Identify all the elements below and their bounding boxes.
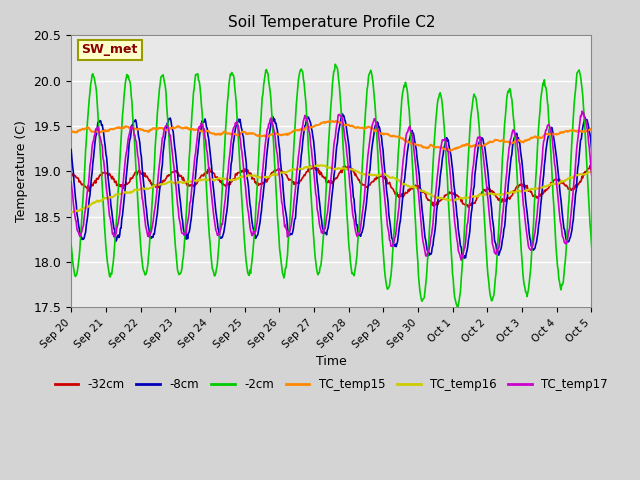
Y-axis label: Temperature (C): Temperature (C): [15, 120, 28, 222]
Title: Soil Temperature Profile C2: Soil Temperature Profile C2: [228, 15, 435, 30]
X-axis label: Time: Time: [316, 355, 347, 368]
Legend: -32cm, -8cm, -2cm, TC_temp15, TC_temp16, TC_temp17: -32cm, -8cm, -2cm, TC_temp15, TC_temp16,…: [50, 373, 613, 396]
Text: SW_met: SW_met: [81, 44, 138, 57]
